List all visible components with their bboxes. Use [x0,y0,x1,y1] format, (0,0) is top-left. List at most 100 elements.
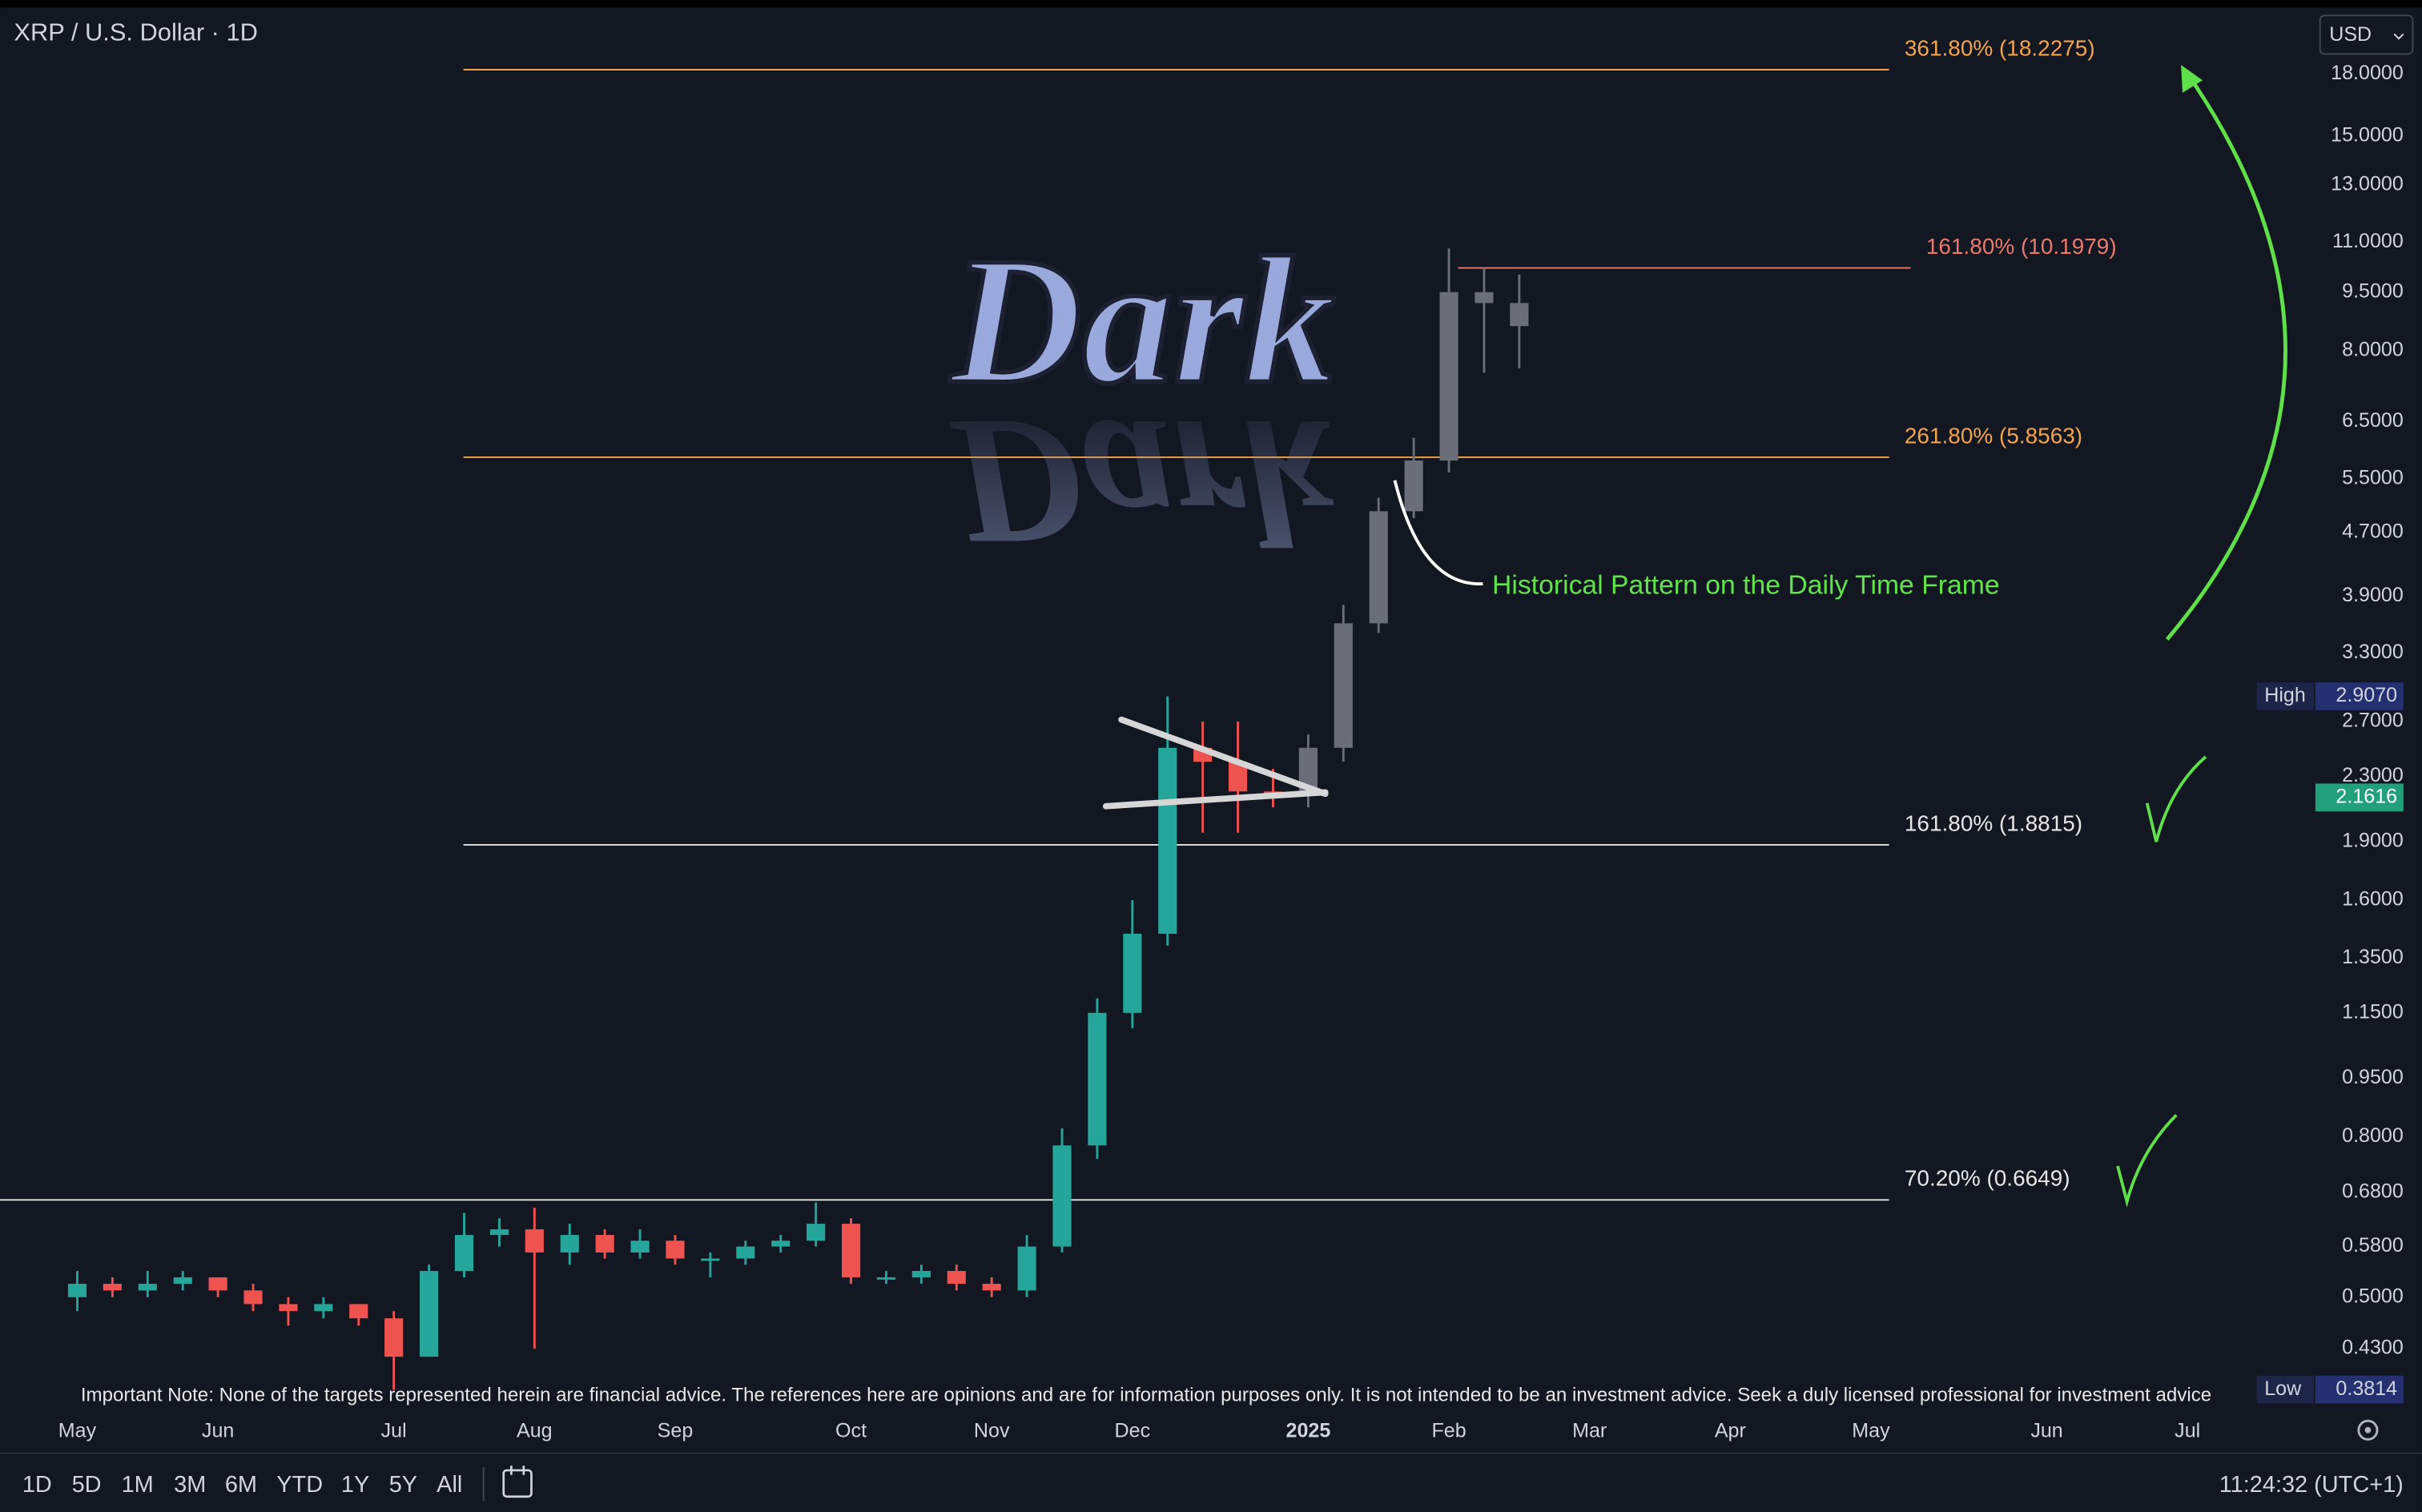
y-tick-label: 3.9000 [2342,584,2404,606]
y-tick-label: 1.9000 [2342,829,2404,851]
range-button[interactable]: 1D [22,1472,52,1498]
dropdown-icon[interactable] [2393,33,2404,40]
fib-label: 261.80% (5.8563) [1905,423,2082,448]
candle-body [384,1318,404,1357]
y-tick-label: 2.7000 [2342,710,2404,732]
settings-icon[interactable] [2357,1419,2379,1441]
y-tick-label: 1.1500 [2342,1000,2404,1023]
top-bar [0,0,2422,8]
fib-label: 361.80% (18.2275) [1905,35,2095,60]
range-button[interactable]: 1Y [341,1472,369,1498]
candle-body [876,1277,896,1280]
x-tick-label: Jun [2030,1419,2062,1442]
y-tick-label: 13.0000 [2331,173,2404,195]
candle-body [630,1241,650,1253]
candle-body [349,1304,368,1319]
candle-body [1439,292,1458,461]
x-tick-label: Oct [835,1419,867,1442]
y-tick-label: 9.5000 [2342,279,2404,302]
watermark-reflection: Dark [949,381,1335,583]
candle-body [1229,762,1248,792]
range-button[interactable]: 5Y [389,1472,417,1498]
price-tag-label: High [2264,684,2306,706]
x-tick-label: Dec [1115,1419,1151,1442]
y-tick-label: 0.5000 [2342,1285,2404,1307]
candle-body [67,1284,87,1297]
x-tick-label: Feb [1431,1419,1466,1442]
calendar-icon[interactable] [502,1469,533,1498]
currency[interactable]: USD [2329,23,2372,46]
candle-body [982,1284,1001,1291]
x-tick-label: Jul [2175,1419,2200,1442]
plot-area: 18.0000 15.0000 13.0000 11.0000 9.5000 8.0000… [0,35,2404,1442]
candle-body [701,1258,720,1261]
check-mark [2116,1114,2178,1208]
disclaimer: Important Note: None of the targets repr… [81,1385,2211,1406]
candle-body [1017,1246,1036,1291]
x-tick-label: Mar [1572,1419,1607,1442]
price-tag [2315,1375,2404,1404]
candle-body [1369,511,1388,624]
last-price-value: 2.1616 [2336,785,2397,807]
trend-line [1103,789,1329,810]
y-tick-label: 5.5000 [2342,466,2404,489]
candle-body [1334,623,1353,748]
candle-body [911,1270,931,1277]
y-tick-label: 18.0000 [2331,62,2404,84]
trend-line [1118,716,1329,798]
x-tick-label: Aug [517,1419,553,1442]
y-tick-label: 6.5000 [2342,409,2404,432]
y-tick-label: 1.3500 [2342,946,2404,968]
range-button[interactable]: 1M [122,1472,154,1498]
y-tick-label: 3.3000 [2342,641,2404,663]
annotation: Historical Pattern on the Daily Time Fra… [1492,570,2000,601]
date-range-button[interactable] [502,1466,533,1498]
symbol-title: XRP / U.S. Dollar · 1D [14,18,258,46]
range-button[interactable]: All [437,1472,462,1498]
candle-body [420,1270,439,1357]
range-buttons: 1D 5D 1M 3M 6M YTD 1Y 5Y All [22,1472,462,1498]
candle-body [595,1235,614,1253]
watermark: Dark [949,219,1335,421]
candle-body [1158,747,1177,934]
candle-body [771,1241,791,1247]
candle-body [314,1304,333,1312]
candle-body [1088,1012,1107,1146]
candle-body [1475,292,1494,304]
price-tag [2256,682,2314,710]
price-tag [2256,1375,2314,1404]
x-tick-label: Sep [658,1419,694,1442]
y-tick-label: 11.0000 [2332,230,2404,252]
currency-select[interactable] [2319,14,2414,55]
range-button[interactable]: 5D [72,1472,102,1498]
price-tag [2315,682,2404,710]
y-tick-label: 0.8000 [2342,1124,2404,1147]
range-button[interactable]: YTD [276,1472,323,1498]
fib-label: 161.80% (10.1979) [1926,234,2117,259]
range-button[interactable]: 3M [174,1472,206,1498]
x-tick-label: Jul [381,1419,407,1442]
x-tick-label: May [1852,1419,1890,1442]
x-tick-label: Jun [202,1419,234,1442]
y-tick-label: 1.6000 [2342,888,2404,911]
callout-line [1393,480,1483,585]
candle-body [736,1246,755,1259]
x-tick-label: 2025 [1286,1419,1331,1442]
candle-body [947,1270,966,1285]
y-tick-label: 8.0000 [2342,339,2404,361]
candle-body [489,1229,509,1236]
last-price-tag [2315,783,2404,812]
y-tick-label: 0.4300 [2342,1337,2404,1359]
candle-body [454,1235,474,1271]
range-button[interactable]: 6M [225,1472,257,1498]
candle-body [279,1304,298,1312]
check-mark [2145,755,2207,842]
y-tick-label: 0.9500 [2342,1066,2404,1088]
y-tick-label: 15.0000 [2331,124,2404,147]
candle-body [666,1241,685,1259]
candle-body [103,1284,122,1291]
settings-icon[interactable] [2364,1426,2372,1434]
candle-body [807,1224,826,1241]
fib-label: 161.80% (1.8815) [1905,810,2082,835]
